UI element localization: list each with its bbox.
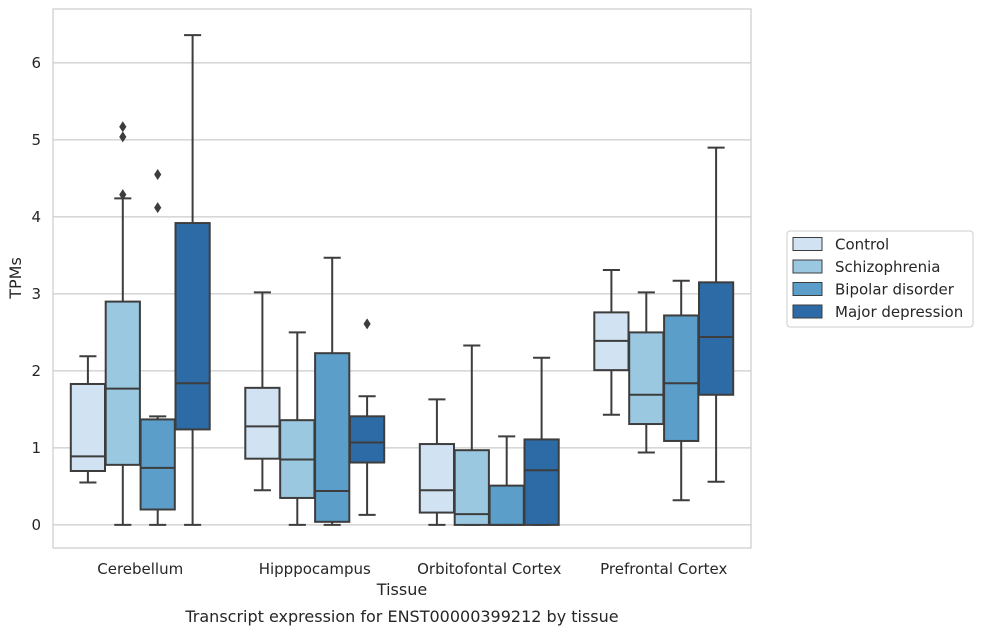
y-tick-label: 6 <box>31 54 41 72</box>
box-body <box>348 415 386 464</box>
box-body <box>104 300 141 466</box>
legend-label: Schizophrenia <box>835 258 940 276</box>
y-axis-label: TPMs <box>6 257 25 300</box>
box-body <box>663 314 700 442</box>
y-tick-label: 3 <box>31 285 41 303</box>
series-control <box>69 269 630 526</box>
legend-label: Bipolar disorder <box>835 281 955 299</box>
x-axis-label: Tissue <box>376 580 427 599</box>
legend-label: Control <box>835 236 889 254</box>
box-body <box>697 281 735 396</box>
x-tick-label: Orbitofontal Cortex <box>417 560 561 578</box>
outlier-point <box>363 318 371 330</box>
box <box>628 291 665 454</box>
chart-caption: Transcript expression for ENST0000039921… <box>184 607 618 626</box>
legend-swatch <box>792 282 823 296</box>
series-major-depression <box>174 34 735 526</box>
series-bipolar-disorder <box>139 169 700 526</box>
box <box>523 356 560 526</box>
outlier-point <box>119 189 127 201</box>
x-tick-label: Cerebellum <box>97 560 183 578</box>
box <box>104 121 141 526</box>
y-axis-ticks: 0 1 2 3 4 5 6 <box>31 54 41 534</box>
box <box>697 146 735 483</box>
legend: Control Schizophrenia Bipolar disorder Majo… <box>786 230 974 328</box>
y-tick-label: 4 <box>31 208 41 226</box>
box-body <box>418 443 456 514</box>
box <box>418 398 456 526</box>
y-tick-label: 2 <box>31 362 41 380</box>
box-body <box>139 418 176 511</box>
x-axis-ticks: Cerebellum Hipppocampus Orbitofontal Corte… <box>97 560 727 578</box>
y-tick-label: 5 <box>31 131 41 149</box>
box-body <box>523 438 560 526</box>
legend-swatch <box>792 237 823 251</box>
y-tick-label: 1 <box>31 439 41 457</box>
box <box>174 34 211 526</box>
box <box>244 291 281 492</box>
x-tick-label: Hipppocampus <box>259 560 371 578</box>
x-tick-label: Prefrontal Cortex <box>600 560 727 578</box>
box-body <box>314 352 351 523</box>
legend-frame <box>786 230 974 328</box>
box-series <box>69 34 735 526</box>
outlier-point <box>119 131 127 143</box>
box-body <box>628 331 665 426</box>
box <box>139 169 176 526</box>
box <box>593 269 630 416</box>
legend-swatch <box>792 259 823 274</box>
box <box>279 331 316 526</box>
box <box>348 318 386 516</box>
outlier-point <box>154 169 162 181</box>
box-body <box>244 386 281 460</box>
plot-frame <box>52 8 752 549</box>
series-schizophrenia <box>104 121 665 526</box>
box-body <box>453 449 490 526</box>
box-body <box>488 484 525 526</box>
box <box>663 279 700 502</box>
box-body <box>69 382 107 472</box>
box <box>453 344 490 526</box>
outlier-point <box>154 202 162 214</box>
box-body <box>174 222 211 431</box>
plot-area <box>52 8 752 549</box>
legend-swatch <box>792 304 823 319</box>
outlier-point <box>119 121 127 133</box>
legend-label: Major depression <box>835 303 963 321</box>
y-tick-label: 0 <box>31 516 41 534</box>
